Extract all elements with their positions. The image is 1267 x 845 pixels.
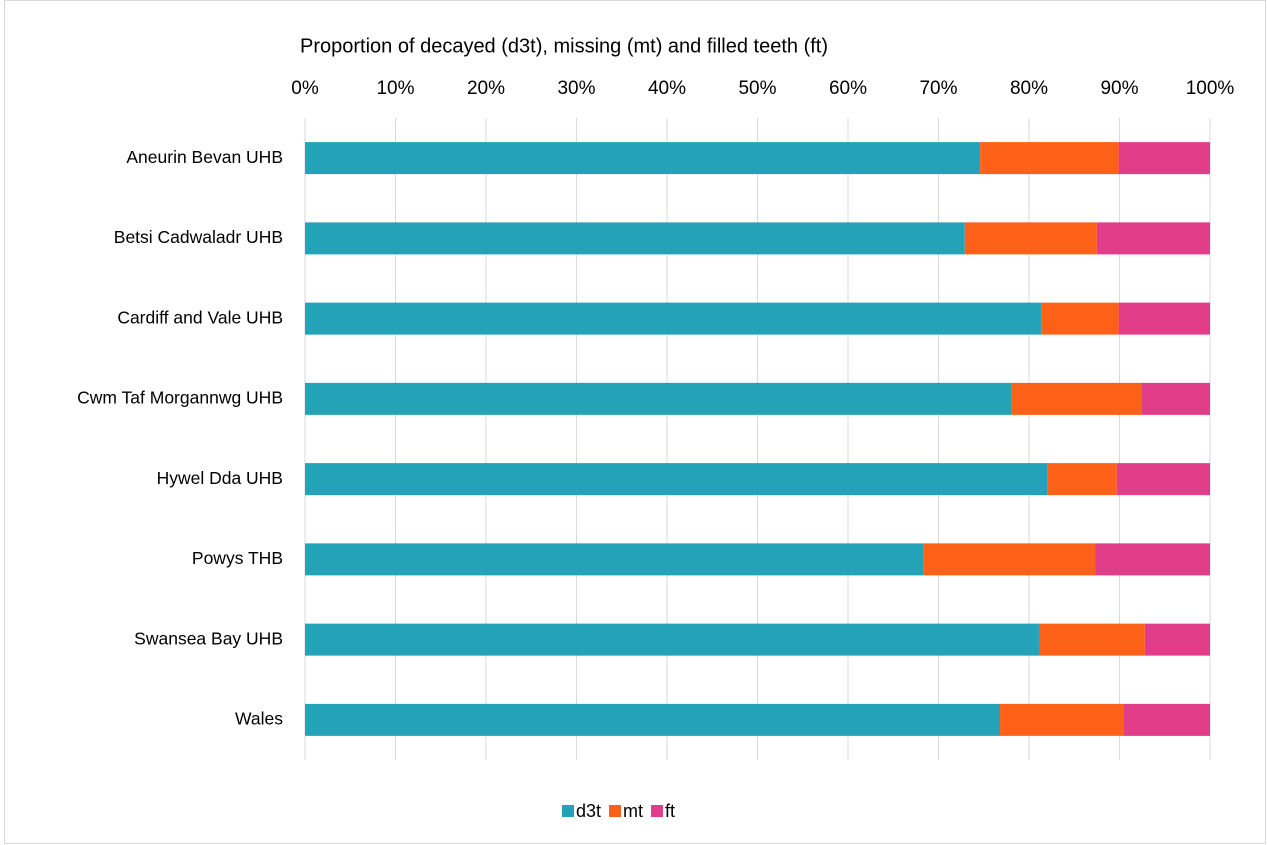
bar-segment (305, 382, 1012, 415)
bar-segment (1141, 382, 1210, 415)
legend-label: mt (623, 801, 643, 821)
x-tick-label: 70% (919, 78, 957, 99)
x-tick-label: 40% (648, 78, 686, 99)
bar-segment (305, 302, 1042, 335)
y-tick-label: Cardiff and Vale UHB (117, 307, 283, 327)
x-tick-label: 60% (829, 78, 867, 99)
y-tick-label: Betsi Cadwaladr UHB (114, 227, 283, 247)
bar-segment (305, 142, 981, 175)
x-tick-label: 100% (1186, 78, 1235, 99)
bar-segment (923, 543, 1096, 576)
bar-segment (305, 703, 1001, 736)
legend-swatch (609, 805, 622, 817)
x-tick-label: 50% (738, 78, 776, 99)
bar-segment (1038, 623, 1145, 656)
y-tick-label: Swansea Bay UHB (134, 628, 283, 648)
bar-segment (980, 142, 1119, 175)
x-tick-label: 10% (376, 78, 414, 99)
x-tick-label: 30% (557, 78, 595, 99)
bar-segment (964, 222, 1097, 255)
x-tick-label: 80% (1010, 78, 1048, 99)
y-tick-label: Aneurin Bevan UHB (126, 147, 283, 167)
bar-segment (305, 623, 1039, 656)
bar-segment (1096, 222, 1210, 255)
bar-segment (1124, 703, 1210, 736)
x-tick-label: 90% (1100, 78, 1138, 99)
chart-title: Proportion of decayed (d3t), missing (mt… (300, 35, 828, 57)
legend-label: d3t (576, 801, 601, 821)
bar-segment (1047, 463, 1117, 496)
bar-segment (305, 222, 965, 255)
bar-segment (305, 463, 1048, 496)
bar-segment (1118, 142, 1210, 175)
x-tick-label: 20% (467, 78, 505, 99)
legend-swatch (651, 805, 664, 817)
bar-segment (1118, 302, 1210, 335)
bar-segment (1144, 623, 1210, 656)
y-tick-label: Wales (235, 709, 283, 729)
legend-label: ft (665, 801, 675, 821)
bar-segment (1041, 302, 1119, 335)
chart-border (4, 0, 1266, 844)
bar-segment (1095, 543, 1210, 576)
y-tick-label: Powys THB (192, 548, 283, 568)
y-tick-label: Cwm Taf Morgannwg UHB (77, 388, 283, 408)
legend-swatch (562, 805, 574, 817)
x-tick-label: 0% (291, 78, 319, 99)
bar-segment (1011, 382, 1142, 415)
bar-segment (1116, 463, 1210, 496)
bar-segment (1000, 703, 1125, 736)
y-tick-label: Hywel Dda UHB (157, 468, 283, 488)
bar-segment (305, 543, 924, 576)
